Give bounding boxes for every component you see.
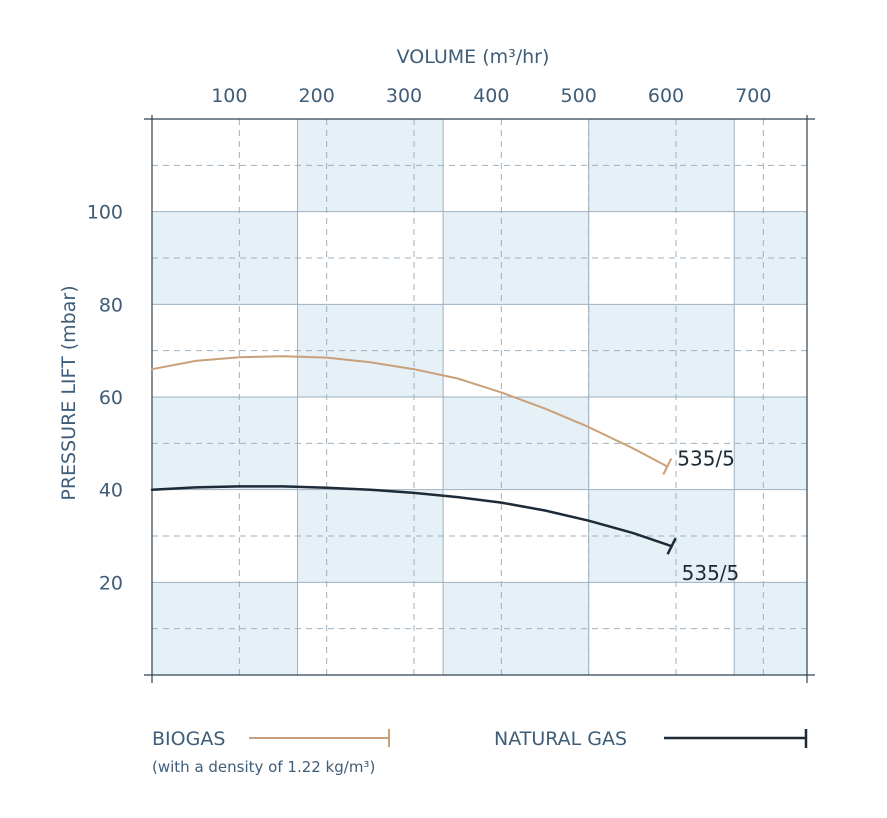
- legend-natural-gas-label: NATURAL GAS: [494, 728, 627, 750]
- y-axis-title: PRESSURE LIFT (mbar): [58, 285, 80, 500]
- series-endcap-biogas: [662, 458, 673, 475]
- x-tick-label: 500: [561, 85, 597, 107]
- y-tick-label: 40: [99, 480, 123, 502]
- x-tick-labels: 100 200 300 400 500 600 700: [211, 85, 771, 107]
- series-end-label-natural-gas: 535/5: [682, 561, 740, 585]
- x-tick-label: 600: [648, 85, 684, 107]
- legend-biogas-note: (with a density of 1.22 kg/m³): [152, 758, 375, 776]
- x-tick-label: 100: [211, 85, 247, 107]
- y-tick-labels: 20 40 60 80 100: [87, 202, 123, 595]
- x-tick-label: 700: [735, 85, 771, 107]
- grid-lines: [152, 119, 807, 675]
- y-tick-label: 20: [99, 572, 123, 594]
- x-tick-label: 200: [299, 85, 335, 107]
- legend-biogas-label: BIOGAS: [152, 728, 225, 750]
- series-line-biogas: [151, 355, 669, 468]
- y-tick-label: 60: [99, 387, 123, 409]
- x-tick-label: 300: [386, 85, 422, 107]
- y-tick-label: 100: [87, 202, 123, 224]
- series-end-label-biogas: 535/5: [677, 447, 735, 471]
- series-endcap-natural-gas: [666, 537, 677, 555]
- y-tick-label: 80: [99, 294, 123, 316]
- legend: BIOGAS (with a density of 1.22 kg/m³) NA…: [152, 728, 808, 776]
- series-line-natural-gas: [150, 485, 673, 548]
- x-tick-label: 400: [473, 85, 509, 107]
- x-axis-title: VOLUME (m³/hr): [397, 46, 550, 68]
- series-lines: 535/5 535/5: [150, 355, 740, 585]
- axes: [144, 115, 815, 683]
